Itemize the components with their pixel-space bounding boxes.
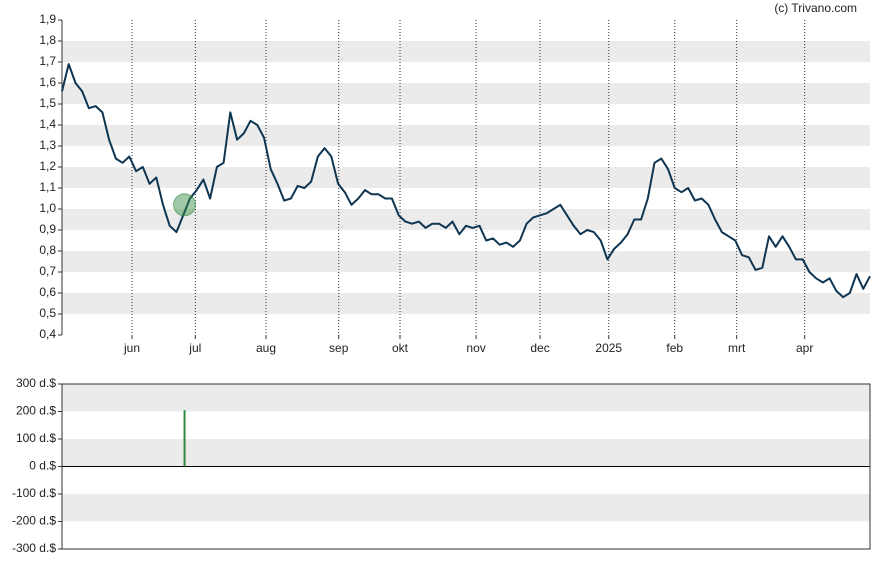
- x-tick-label: dec: [530, 341, 549, 355]
- y-tick-label: 0,6: [39, 285, 56, 299]
- y-tick-label: 1,0: [39, 201, 56, 215]
- y-tick-label: 0,5: [39, 306, 56, 320]
- stripe: [62, 439, 870, 467]
- x-tick-label: jun: [123, 341, 140, 355]
- stripe: [62, 494, 870, 522]
- x-tick-label: aug: [256, 341, 276, 355]
- y-tick-label: 200 d.$: [16, 404, 56, 418]
- price-line: [61, 63, 871, 299]
- y-tick-label: 1,4: [39, 117, 56, 131]
- stripe: [62, 83, 870, 104]
- y-tick-label: 1,2: [39, 159, 56, 173]
- source-credit: (c) Trivano.com: [774, 1, 857, 15]
- stripe: [62, 251, 870, 272]
- plot-border: [61, 383, 871, 550]
- y-tick-label: 0,7: [39, 264, 56, 278]
- y-tick-label: 1,9: [39, 12, 56, 26]
- y-tick-label: 100 d.$: [16, 431, 56, 445]
- y-tick-label: 1,5: [39, 96, 56, 110]
- x-tick-label: feb: [666, 341, 683, 355]
- x-tick-label: apr: [796, 341, 813, 355]
- x-tick-label: 2025: [595, 341, 622, 355]
- y-tick-label: -100 d.$: [12, 486, 56, 500]
- x-tick-label: sep: [329, 341, 349, 355]
- stripe: [62, 209, 870, 230]
- x-tick-label: nov: [466, 341, 485, 355]
- stripe: [62, 125, 870, 146]
- y-tick-label: 0 d.$: [29, 459, 56, 473]
- y-tick-label: 1,3: [39, 138, 56, 152]
- stripe: [62, 41, 870, 62]
- y-tick-label: 0,9: [39, 222, 56, 236]
- y-tick-label: 1,7: [39, 54, 56, 68]
- stripe: [62, 167, 870, 188]
- y-tick-label: 1,6: [39, 75, 56, 89]
- y-tick-label: -200 d.$: [12, 514, 56, 528]
- x-tick-label: okt: [392, 341, 409, 355]
- x-tick-label: mrt: [728, 341, 746, 355]
- stripe: [62, 384, 870, 412]
- y-tick-label: 1,1: [39, 180, 56, 194]
- y-tick-label: 0,8: [39, 243, 56, 257]
- y-tick-label: -300 d.$: [12, 541, 56, 555]
- stripe: [62, 293, 870, 314]
- y-tick-label: 0,4: [39, 327, 56, 341]
- x-tick-label: jul: [188, 341, 201, 355]
- y-tick-label: 300 d.$: [16, 376, 56, 390]
- y-tick-label: 1,8: [39, 33, 56, 47]
- event-marker: [173, 193, 197, 217]
